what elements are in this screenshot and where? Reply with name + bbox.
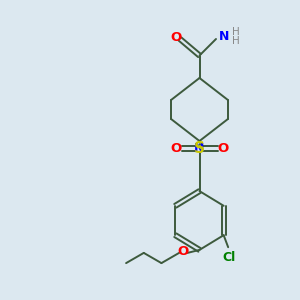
Text: H: H [232,27,239,38]
Text: O: O [170,31,182,44]
Text: N: N [194,142,205,155]
Text: O: O [217,142,228,155]
Text: Cl: Cl [222,251,236,264]
Text: N: N [219,30,230,43]
Text: H: H [232,36,239,46]
Text: O: O [177,245,189,258]
Text: S: S [194,141,205,156]
Text: O: O [171,142,182,155]
